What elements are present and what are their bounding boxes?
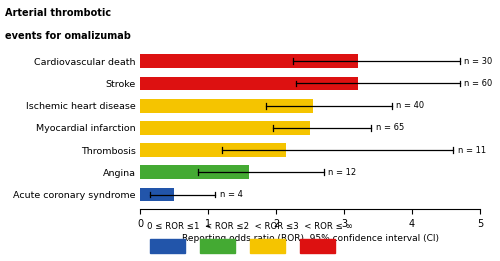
Text: n = 30: n = 30 xyxy=(464,57,492,66)
Text: n = 4: n = 4 xyxy=(220,190,242,199)
Text: n = 65: n = 65 xyxy=(376,123,404,132)
Bar xyxy=(140,99,314,112)
Text: n = 12: n = 12 xyxy=(328,168,356,177)
X-axis label: Reporting odds ratio (ROR), 95% confidence interval (CI): Reporting odds ratio (ROR), 95% confiden… xyxy=(182,234,438,243)
Bar xyxy=(140,165,249,179)
Text: Arterial thrombotic: Arterial thrombotic xyxy=(5,8,111,18)
Text: 0 ≤ ROR ≤1  < ROR ≤2  < ROR ≤3  < ROR ≤ ∞: 0 ≤ ROR ≤1 < ROR ≤2 < ROR ≤3 < ROR ≤ ∞ xyxy=(147,222,353,231)
Bar xyxy=(140,54,358,68)
Text: n = 11: n = 11 xyxy=(458,146,485,155)
Text: events for omalizumab: events for omalizumab xyxy=(5,31,131,41)
Bar xyxy=(140,121,310,135)
Bar xyxy=(140,188,174,201)
Text: n = 60: n = 60 xyxy=(464,79,492,88)
Bar xyxy=(140,143,286,157)
Text: n = 40: n = 40 xyxy=(396,101,424,110)
Bar xyxy=(140,76,358,90)
